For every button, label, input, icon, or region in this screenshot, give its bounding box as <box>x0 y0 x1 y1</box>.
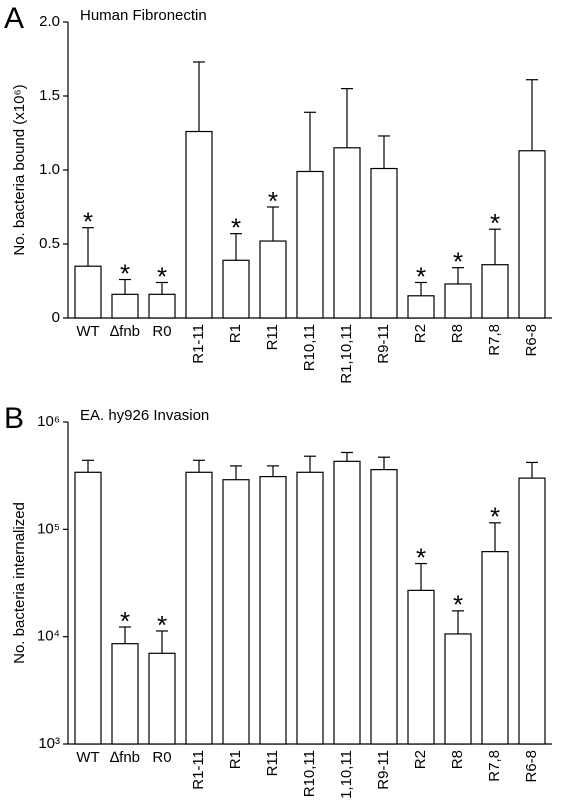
y-tick-label: 10⁴ <box>37 628 60 645</box>
y-tick-label: 0 <box>52 309 60 326</box>
bar <box>296 471 324 745</box>
bar <box>259 475 287 745</box>
bar <box>148 652 176 745</box>
bar <box>259 240 287 319</box>
bar <box>444 633 472 745</box>
bar <box>370 167 398 319</box>
significance-marker: * <box>490 502 500 532</box>
y-tick-label: 2.0 <box>39 13 60 30</box>
x-tick-label: R7,8 <box>486 750 503 782</box>
x-tick-label: R9-11 <box>375 750 392 790</box>
x-tick-label: R1,10,11 <box>338 750 355 800</box>
bar <box>111 293 139 319</box>
bar <box>370 469 398 745</box>
x-tick-label: R1,10,11 <box>338 324 355 384</box>
y-axis-label: No. bacteria internalized <box>11 502 28 664</box>
bar <box>296 170 324 319</box>
chart-title: Human Fibronectin <box>80 7 207 24</box>
significance-marker: * <box>231 213 241 243</box>
x-tick-label: R1 <box>227 324 244 343</box>
significance-marker: * <box>268 186 278 216</box>
x-tick-label: ∆fnb <box>110 749 140 766</box>
x-tick-label: R2 <box>412 324 429 343</box>
y-tick-label: 1.0 <box>39 161 60 178</box>
panel-label: B <box>4 402 24 435</box>
x-tick-label: R8 <box>449 324 466 343</box>
x-tick-label: R6-8 <box>523 324 540 357</box>
x-tick-label: WT <box>76 323 99 340</box>
significance-marker: * <box>157 610 167 640</box>
bar <box>222 259 250 319</box>
x-tick-label: R6-8 <box>523 750 540 783</box>
y-axis-label: No. bacteria bound (x10⁶) <box>11 84 28 255</box>
y-tick-label: 10³ <box>38 735 60 752</box>
bar <box>185 471 213 745</box>
y-tick-label: 10⁵ <box>37 520 60 537</box>
significance-marker: * <box>416 542 426 572</box>
x-tick-label: R1-11 <box>190 750 207 790</box>
significance-marker: * <box>453 247 463 277</box>
y-tick-label: 0.5 <box>39 235 60 252</box>
significance-marker: * <box>453 590 463 620</box>
significance-marker: * <box>157 261 167 291</box>
bar <box>481 551 509 745</box>
x-tick-label: ∆fnb <box>110 323 140 340</box>
bar <box>111 643 139 745</box>
significance-marker: * <box>83 207 93 237</box>
x-tick-label: R11 <box>264 750 281 776</box>
bar <box>333 460 361 745</box>
significance-marker: * <box>490 208 500 238</box>
significance-marker: * <box>416 261 426 291</box>
panel-label: A <box>4 2 24 35</box>
bar <box>185 130 213 319</box>
x-tick-label: R1-11 <box>190 324 207 364</box>
chart-title: EA. hy926 Invasion <box>80 407 209 424</box>
x-tick-label: R10,11 <box>301 750 318 797</box>
x-tick-label: R7,8 <box>486 324 503 356</box>
x-tick-label: R0 <box>152 749 171 766</box>
y-tick-label: 1.5 <box>39 87 60 104</box>
bar <box>333 147 361 319</box>
x-tick-label: R11 <box>264 324 281 350</box>
bar <box>518 477 546 745</box>
bar <box>74 471 102 745</box>
x-tick-label: R9-11 <box>375 324 392 364</box>
bar <box>481 264 509 319</box>
x-tick-label: R0 <box>152 323 171 340</box>
bar <box>407 589 435 745</box>
bar <box>222 479 250 745</box>
x-tick-label: R8 <box>449 750 466 769</box>
bar <box>407 295 435 319</box>
x-tick-label: WT <box>76 749 99 766</box>
bar <box>518 150 546 319</box>
bar <box>444 283 472 319</box>
bar <box>74 265 102 319</box>
significance-marker: * <box>120 258 130 288</box>
x-tick-label: R10,11 <box>301 324 318 371</box>
y-tick-label: 10⁶ <box>37 413 60 430</box>
significance-marker: * <box>120 606 130 636</box>
bar <box>148 293 176 319</box>
x-tick-label: R1 <box>227 750 244 769</box>
x-tick-label: R2 <box>412 750 429 769</box>
